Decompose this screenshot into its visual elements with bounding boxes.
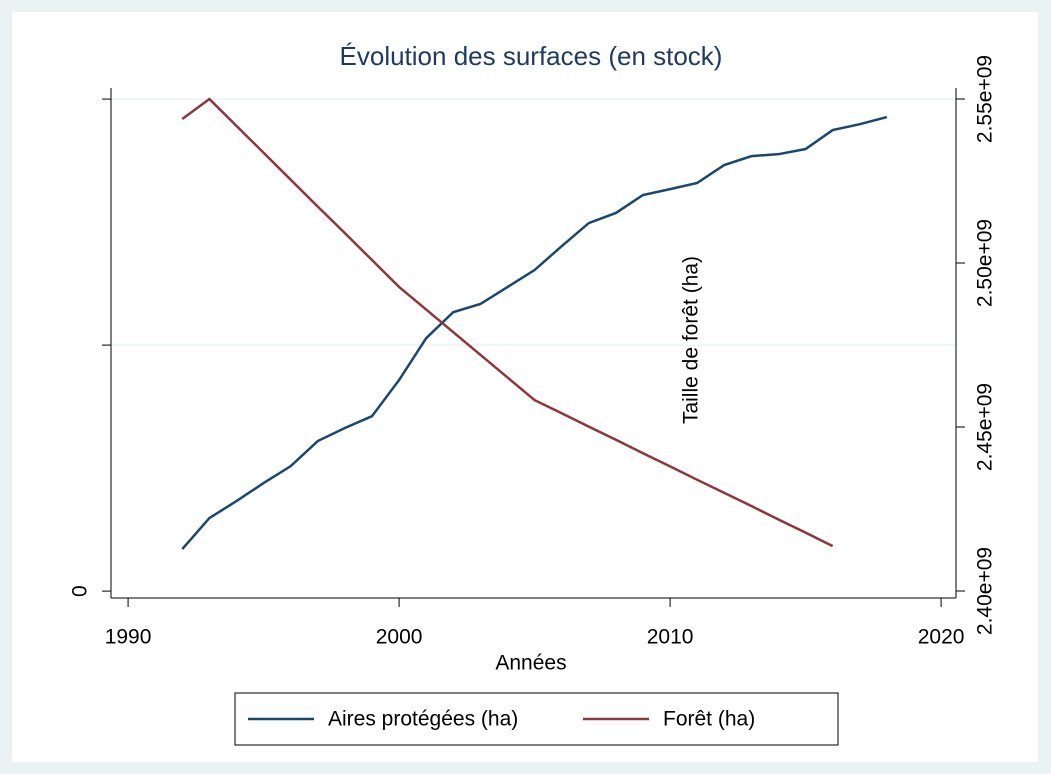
legend-label: Forêt (ha) [663, 708, 755, 731]
legend-box [234, 692, 839, 746]
background [12, 12, 1038, 762]
x-axis-title: Années [495, 652, 566, 675]
y2-axis-title: Taille de forêt (ha) [680, 256, 703, 424]
x-tick-label: 2010 [647, 626, 694, 649]
x-tick-label: 2020 [918, 626, 965, 649]
y2-tick-label: 2.55e+09 [974, 55, 997, 143]
y2-tick-label: 2.50e+09 [974, 219, 997, 307]
x-tick-label: 2000 [376, 626, 423, 649]
line [181, 115, 888, 550]
y2-tick-label: 2.40e+09 [974, 547, 997, 635]
x-tick-label: 1990 [105, 626, 152, 649]
line [181, 97, 834, 548]
chart-title: Évolution des surfaces (en stock) [340, 41, 723, 71]
y2-tick-label: 2.45e+09 [974, 383, 997, 471]
y-tick-label: 0 [69, 585, 92, 597]
legend-label: Aires protégées (ha) [328, 708, 518, 731]
